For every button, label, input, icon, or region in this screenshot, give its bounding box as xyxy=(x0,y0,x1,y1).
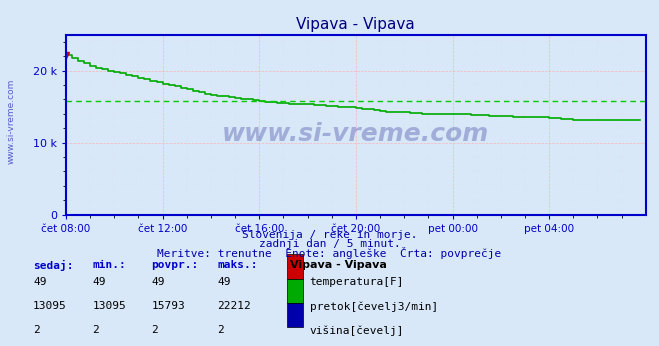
Text: www.si-vreme.com: www.si-vreme.com xyxy=(7,79,16,164)
Title: Vipava - Vipava: Vipava - Vipava xyxy=(297,17,415,32)
Text: www.si-vreme.com: www.si-vreme.com xyxy=(222,121,490,146)
Text: 2: 2 xyxy=(33,325,40,335)
Text: maks.:: maks.: xyxy=(217,260,258,270)
Text: sedaj:: sedaj: xyxy=(33,260,73,271)
Text: 49: 49 xyxy=(152,277,165,287)
Text: pretok[čevelj3/min]: pretok[čevelj3/min] xyxy=(310,301,438,311)
Text: 15793: 15793 xyxy=(152,301,185,311)
Text: temperatura[F]: temperatura[F] xyxy=(310,277,404,287)
Text: Vipava - Vipava: Vipava - Vipava xyxy=(290,260,387,270)
Text: 49: 49 xyxy=(33,277,46,287)
Text: Meritve: trenutne  Enote: angleške  Črta: povprečje: Meritve: trenutne Enote: angleške Črta: … xyxy=(158,247,501,260)
Text: Slovenija / reke in morje.: Slovenija / reke in morje. xyxy=(242,230,417,240)
Text: min.:: min.: xyxy=(92,260,126,270)
Text: 22212: 22212 xyxy=(217,301,251,311)
Text: 49: 49 xyxy=(92,277,105,287)
Text: povpr.:: povpr.: xyxy=(152,260,199,270)
Text: višina[čevelj]: višina[čevelj] xyxy=(310,325,404,336)
Text: 2: 2 xyxy=(217,325,224,335)
Text: 13095: 13095 xyxy=(92,301,126,311)
Text: 49: 49 xyxy=(217,277,231,287)
Text: 2: 2 xyxy=(92,325,99,335)
Text: zadnji dan / 5 minut.: zadnji dan / 5 minut. xyxy=(258,239,401,249)
Text: 2: 2 xyxy=(152,325,158,335)
Text: 13095: 13095 xyxy=(33,301,67,311)
